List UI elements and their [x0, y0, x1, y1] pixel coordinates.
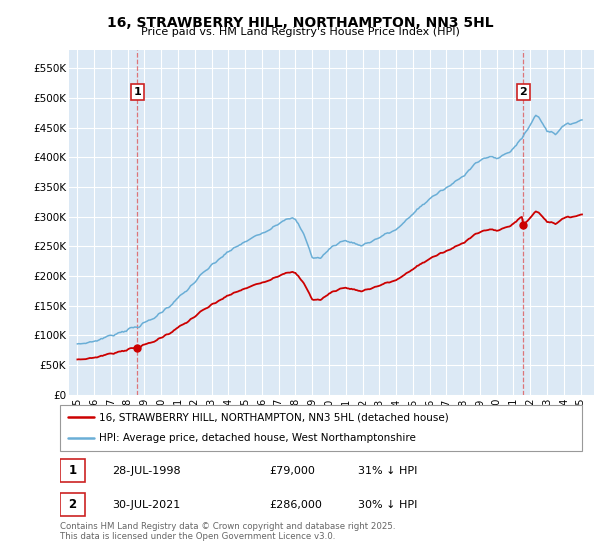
Text: 1: 1	[68, 464, 77, 477]
Text: 31% ↓ HPI: 31% ↓ HPI	[358, 466, 417, 476]
Text: 28-JUL-1998: 28-JUL-1998	[112, 466, 181, 476]
Text: 16, STRAWBERRY HILL, NORTHAMPTON, NN3 5HL (detached house): 16, STRAWBERRY HILL, NORTHAMPTON, NN3 5H…	[99, 412, 449, 422]
Text: £286,000: £286,000	[269, 500, 322, 510]
Text: 30-JUL-2021: 30-JUL-2021	[112, 500, 181, 510]
FancyBboxPatch shape	[60, 405, 582, 451]
FancyBboxPatch shape	[60, 459, 85, 482]
Text: £79,000: £79,000	[269, 466, 314, 476]
Text: 2: 2	[68, 498, 77, 511]
Text: HPI: Average price, detached house, West Northamptonshire: HPI: Average price, detached house, West…	[99, 433, 416, 444]
Text: 1: 1	[134, 87, 142, 97]
Text: Contains HM Land Registry data © Crown copyright and database right 2025.
This d: Contains HM Land Registry data © Crown c…	[60, 522, 395, 542]
Text: 16, STRAWBERRY HILL, NORTHAMPTON, NN3 5HL: 16, STRAWBERRY HILL, NORTHAMPTON, NN3 5H…	[107, 16, 493, 30]
Text: 2: 2	[520, 87, 527, 97]
FancyBboxPatch shape	[60, 493, 85, 516]
Text: Price paid vs. HM Land Registry's House Price Index (HPI): Price paid vs. HM Land Registry's House …	[140, 27, 460, 37]
Text: 30% ↓ HPI: 30% ↓ HPI	[358, 500, 417, 510]
